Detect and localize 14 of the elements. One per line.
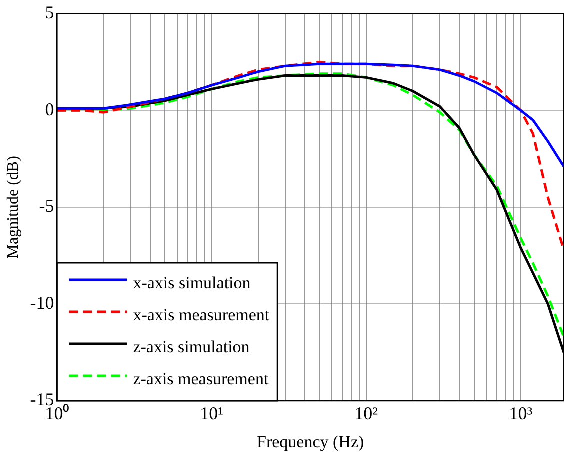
y-tick-label: -5 (39, 196, 54, 216)
y-tick-label: -10 (30, 292, 54, 313)
legend-label: z-axis measurement (133, 369, 269, 388)
x-tick-label: 10³ (509, 404, 534, 424)
x-tick-label: 10⁰ (45, 404, 70, 424)
legend-label: z-axis simulation (133, 337, 250, 356)
legend-label: x-axis measurement (133, 305, 270, 324)
x-tick-label: 10² (354, 404, 378, 424)
y-tick-label: 0 (45, 99, 54, 120)
x-tick-label: 10¹ (200, 404, 224, 424)
legend-label: x-axis simulation (133, 273, 252, 292)
x-axis-title: Frequency (Hz) (257, 432, 364, 452)
y-tick-label: 5 (45, 2, 54, 23)
y-axis-title: Magnitude (dB) (4, 156, 22, 259)
